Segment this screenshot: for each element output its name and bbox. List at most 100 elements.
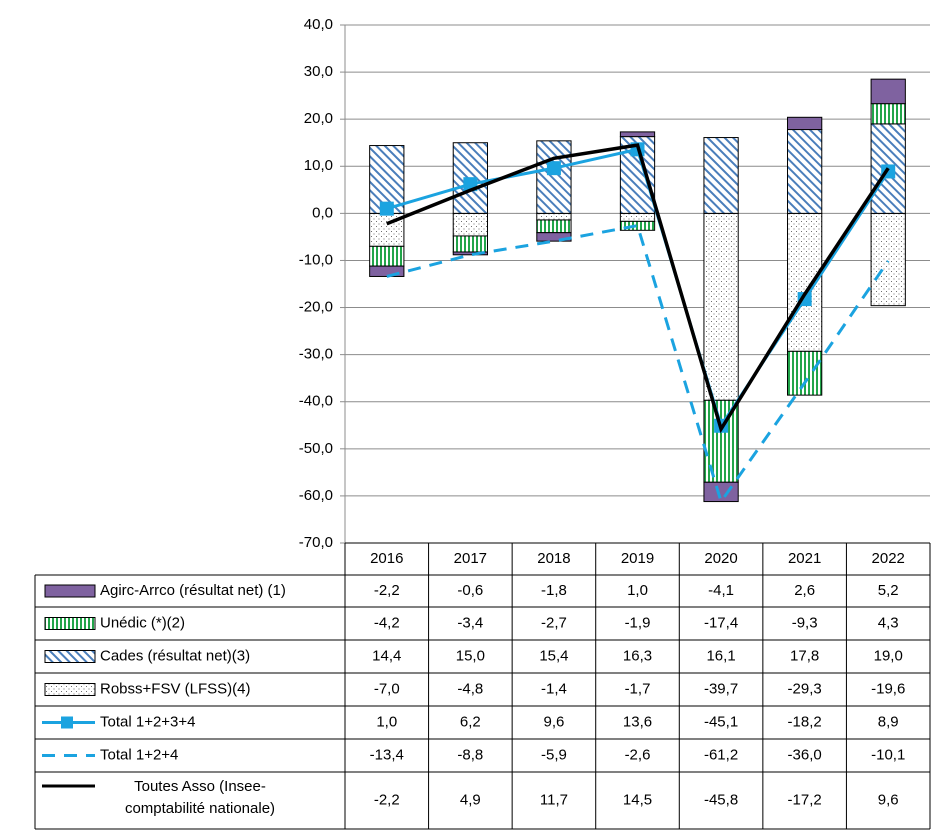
table-value: -39,7 [704,680,738,697]
y-tick-label: -70,0 [299,534,333,551]
table-value: -17,4 [704,614,738,631]
legend-label: Robss+FSV (LFSS)(4) [100,680,250,697]
table-value: -1,7 [625,680,651,697]
bar-segment [870,212,906,307]
y-tick-label: -10,0 [299,251,333,268]
y-tick-label: 40,0 [304,16,333,33]
y-tick-label: -20,0 [299,299,333,316]
table-value: -9,3 [792,614,818,631]
table-value: -61,2 [704,746,738,763]
y-tick-label: -60,0 [299,487,333,504]
table-value: -36,0 [788,746,822,763]
table-value: 15,0 [456,647,485,664]
y-tick-label: -40,0 [299,393,333,410]
line-marker [546,161,561,176]
table-value: 9,6 [878,791,899,808]
x-tick-label: 2021 [788,550,821,567]
y-tick-label: -30,0 [299,346,333,363]
table-value: -13,4 [370,746,404,763]
table-value: 11,7 [540,791,568,808]
y-tick-label: 10,0 [304,157,333,174]
table-value: 14,5 [623,791,652,808]
table-value: -17,2 [788,791,822,808]
legend-swatch [44,584,96,598]
table-value: -4,1 [708,582,734,599]
table-value: 6,2 [460,713,481,730]
bar-segment [870,78,906,105]
bar-segment [787,116,823,131]
table-value: -3,4 [457,614,483,631]
table-value: -1,9 [625,614,651,631]
table-value: 4,9 [460,791,481,808]
legend-label: Toutes Asso (Insee-comptabilité national… [124,778,276,817]
bar-segment [870,103,906,125]
line-marker [379,201,394,216]
y-tick-label: 0,0 [312,204,333,221]
bar-segment [787,129,823,214]
table-value: 2,6 [794,582,815,599]
bar-segment [787,350,823,396]
legend-label: Total 1+2+4 [100,746,178,763]
x-tick-label: 2020 [704,550,737,567]
table-value: 17,8 [790,647,819,664]
legend-marker [61,716,73,729]
x-tick-label: 2022 [872,550,905,567]
bar-segment [536,140,572,214]
bar-segment [369,265,405,277]
table-value: -2,2 [374,791,400,808]
table-value: -2,7 [541,614,567,631]
table-value: 15,4 [539,647,568,664]
bar-segment [703,481,739,503]
table-value: -7,0 [374,680,400,697]
table-value: -45,8 [704,791,738,808]
bar-segment [369,245,405,267]
legend-label: Cades (résultat net)(3) [100,647,250,664]
table-value: -2,2 [374,582,400,599]
table-value: 5,2 [878,582,899,599]
table-value: -8,8 [457,746,483,763]
y-tick-label: 20,0 [304,110,333,127]
x-tick-label: 2019 [621,550,654,567]
table-value: 14,4 [372,647,401,664]
legend-swatch [44,683,96,696]
bar-segment [452,251,488,256]
table-value: -10,1 [871,746,905,763]
bar-segment [619,212,656,222]
table-value: -5,9 [541,746,567,763]
table-value: -18,2 [788,713,822,730]
x-tick-label: 2018 [537,550,570,567]
bar-segment [452,235,488,253]
legend-swatch [44,617,96,630]
table-value: -45,1 [704,713,738,730]
table-value: -4,2 [374,614,400,631]
table-value: -1,8 [541,582,567,599]
legend-swatch [44,650,96,663]
bar-segment [536,212,572,221]
table-value: 1,0 [376,713,397,730]
table-value: -19,6 [871,680,905,697]
x-tick-label: 2017 [454,550,487,567]
bar-segment [703,137,739,214]
table-value: -4,8 [457,680,483,697]
table-value: 8,9 [878,713,899,730]
table-value: 4,3 [878,614,899,631]
legend-label: Unédic (*)(2) [100,614,185,631]
table-value: -29,3 [788,680,822,697]
table-value: 16,1 [706,647,735,664]
y-tick-label: 30,0 [304,63,333,80]
table-value: 19,0 [874,647,903,664]
bar-segment [703,212,739,401]
table-value: 1,0 [627,582,648,599]
series-line [386,143,890,434]
table-value: 9,6 [543,713,564,730]
series-line [386,223,890,505]
table-value: -2,6 [625,746,651,763]
table-value: -0,6 [457,582,483,599]
bar-segment [452,212,488,237]
table-value: -1,4 [541,680,567,697]
bar-segment [536,219,572,234]
legend-label: Agirc-Arrco (résultat net) (1) [100,582,286,599]
table-value: 13,6 [623,713,652,730]
bar-segment [619,131,656,138]
